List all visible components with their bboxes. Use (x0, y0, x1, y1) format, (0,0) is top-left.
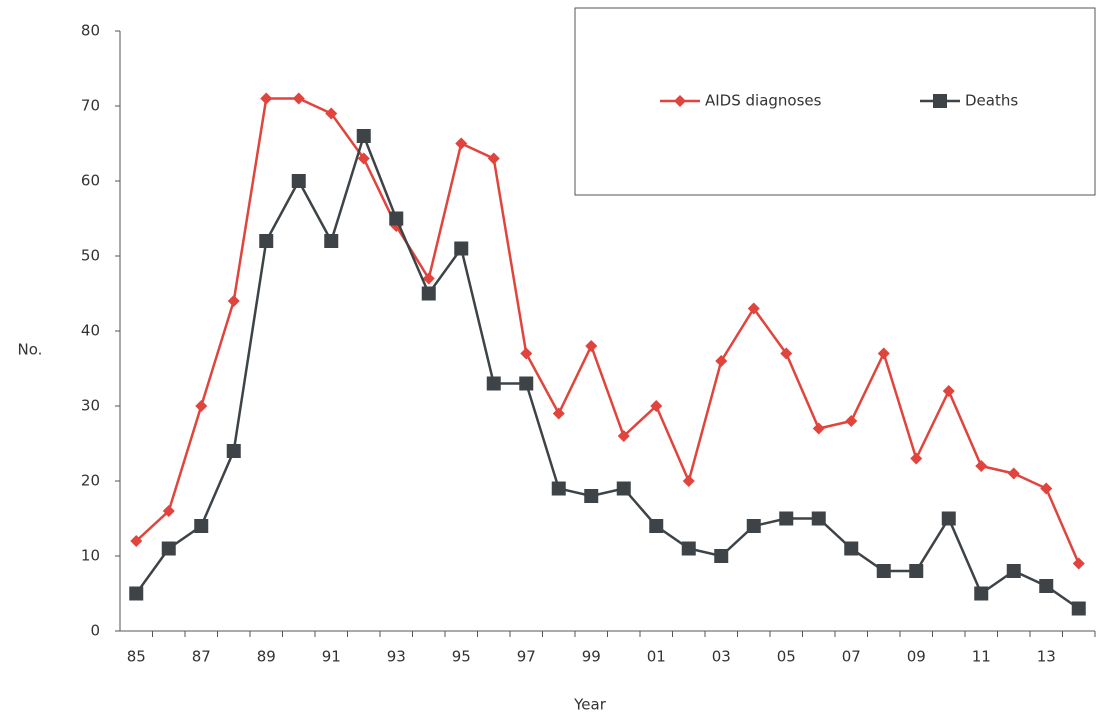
x-tick-label: 93 (387, 648, 406, 666)
y-tick-label: 20 (81, 472, 100, 490)
x-tick-label: 91 (322, 648, 341, 666)
data-point (747, 302, 760, 315)
data-point (585, 340, 598, 352)
x-tick-label: 99 (582, 648, 601, 666)
data-point (746, 519, 761, 533)
data-point (356, 129, 371, 143)
y-axis-label: No. (18, 341, 43, 359)
data-point (877, 347, 890, 360)
data-point (910, 452, 923, 465)
x-tick-label: 05 (777, 648, 796, 666)
data-point (1007, 467, 1020, 480)
data-point (1040, 482, 1053, 495)
data-point (357, 152, 370, 165)
data-point (942, 385, 955, 397)
data-point (714, 549, 729, 563)
data-point (682, 475, 695, 487)
x-tick-label: 11 (972, 648, 991, 666)
legend-marker (674, 95, 686, 107)
data-point (455, 137, 468, 150)
y-tick-label: 50 (81, 247, 100, 265)
data-point (649, 519, 664, 533)
data-point (487, 152, 500, 165)
data-point (650, 400, 663, 412)
data-point (681, 541, 696, 556)
x-tick-label: 89 (257, 648, 276, 666)
data-point (292, 92, 305, 105)
data-point (551, 481, 566, 496)
data-point (975, 460, 988, 472)
data-point (486, 376, 501, 391)
x-tick-label: 85 (127, 648, 146, 666)
x-axis-label: Year (573, 696, 607, 714)
data-point (260, 92, 273, 105)
data-point (519, 376, 534, 391)
data-point (909, 564, 924, 578)
y-tick-label: 80 (81, 22, 100, 40)
legend-label: Deaths (965, 92, 1018, 110)
data-point (130, 535, 143, 547)
data-point (454, 241, 469, 256)
x-tick-label: 01 (647, 648, 666, 666)
data-point (616, 481, 631, 496)
x-tick-label: 03 (712, 648, 731, 666)
data-point (715, 355, 728, 367)
data-point (129, 586, 144, 601)
data-point (1006, 564, 1021, 578)
data-point (194, 519, 209, 533)
x-tick-label: 97 (517, 648, 536, 666)
data-point (1072, 557, 1085, 570)
x-tick-label: 87 (192, 648, 211, 666)
x-tick-label: 13 (1037, 648, 1056, 666)
y-tick-label: 40 (81, 322, 100, 340)
data-point (844, 541, 859, 556)
data-point (1071, 601, 1086, 616)
data-point (974, 586, 989, 601)
data-point (291, 174, 306, 188)
data-point (845, 415, 858, 427)
y-tick-label: 70 (81, 97, 100, 115)
data-point (584, 489, 599, 503)
data-point (161, 541, 176, 556)
series-line (135, 132, 1080, 610)
data-point (779, 511, 794, 526)
data-point (227, 295, 240, 307)
data-point (552, 407, 565, 420)
data-point (876, 564, 891, 578)
data-point (812, 422, 825, 435)
data-point (941, 511, 956, 526)
data-point (325, 107, 338, 120)
y-tick-label: 10 (81, 547, 100, 565)
data-point (520, 347, 533, 360)
data-point (389, 211, 404, 226)
data-point (421, 286, 436, 301)
x-tick-label: 09 (907, 648, 926, 666)
data-point (259, 234, 274, 248)
x-tick-label: 07 (842, 648, 861, 666)
data-point (617, 430, 630, 442)
data-point (422, 272, 435, 285)
data-point (226, 444, 241, 458)
data-point (811, 511, 826, 526)
legend-marker (933, 94, 947, 108)
data-point (195, 400, 208, 412)
data-point (1039, 579, 1054, 593)
data-point (780, 347, 793, 360)
y-tick-label: 0 (90, 622, 100, 640)
data-point (324, 234, 339, 248)
legend-label: AIDS diagnoses (705, 92, 822, 110)
x-tick-label: 95 (452, 648, 471, 666)
y-tick-label: 30 (81, 397, 100, 415)
data-point (162, 505, 175, 517)
y-tick-label: 60 (81, 172, 100, 190)
